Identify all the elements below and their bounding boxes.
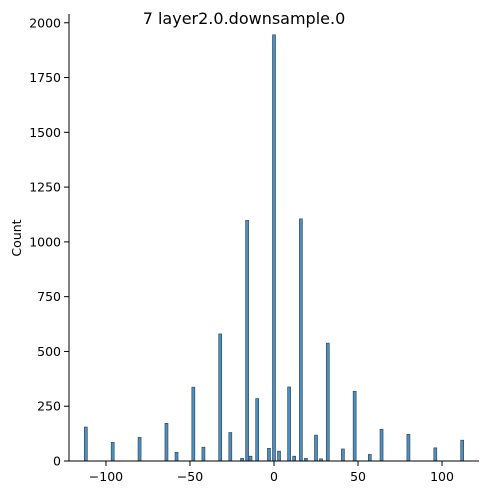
histogram-bar-4 xyxy=(174,451,179,462)
histogram-bar-14 xyxy=(272,34,276,462)
y-tick-label: 250 xyxy=(37,399,61,414)
x-axis-ticks: −100 −50 0 50 100 xyxy=(89,461,454,484)
histogram-bar-8 xyxy=(228,432,233,462)
chart-title: 7 layer2.0.downsample.0 xyxy=(143,9,346,28)
histogram-bar-16 xyxy=(287,386,291,462)
histogram-bar-5 xyxy=(191,386,196,462)
histogram-bar-20 xyxy=(314,434,318,462)
y-tick-label: 2000 xyxy=(29,15,61,30)
x-tick-label: 0 xyxy=(270,469,278,484)
histogram-bar-27 xyxy=(406,433,411,462)
histogram-bar-26 xyxy=(379,428,384,462)
y-tick-label: 0 xyxy=(53,454,61,469)
y-tick-label: 1250 xyxy=(29,180,61,195)
histogram-bar-1 xyxy=(110,442,115,462)
histogram-bar-3 xyxy=(164,423,169,462)
histogram-bar-11 xyxy=(248,455,253,462)
histogram-bar-13 xyxy=(267,447,271,462)
x-tick-label: 50 xyxy=(350,469,366,484)
histogram-bar-18 xyxy=(299,218,303,462)
histogram-bar-25 xyxy=(367,454,372,462)
histogram-bar-24 xyxy=(352,391,357,462)
histogram-bar-17 xyxy=(292,455,296,462)
histogram-bar-28 xyxy=(433,447,438,462)
bars-group xyxy=(83,34,464,462)
histogram-bar-0 xyxy=(83,426,88,462)
histogram-bar-7 xyxy=(218,333,223,462)
histogram-bar-2 xyxy=(137,437,142,462)
histogram-bar-6 xyxy=(201,446,206,462)
y-axis-label: Count xyxy=(9,219,24,256)
histogram-bar-15 xyxy=(277,450,281,462)
x-tick-label: −100 xyxy=(89,469,123,484)
x-tick-label: 100 xyxy=(430,469,454,484)
histogram-bar-29 xyxy=(460,439,464,462)
y-tick-label: 1500 xyxy=(29,125,61,140)
y-tick-label: 500 xyxy=(37,344,61,359)
histogram-bar-23 xyxy=(341,448,345,462)
y-tick-label: 750 xyxy=(37,289,61,304)
y-tick-label: 1750 xyxy=(29,70,61,85)
y-axis-ticks: 0 250 500 750 1000 1250 1500 1750 2000 xyxy=(29,15,69,469)
y-tick-label: 1000 xyxy=(29,234,61,249)
histogram-bar-12 xyxy=(255,398,259,462)
x-tick-label: −50 xyxy=(177,469,203,484)
histogram-bar-22 xyxy=(325,342,330,462)
histogram-bar-10 xyxy=(245,220,249,462)
